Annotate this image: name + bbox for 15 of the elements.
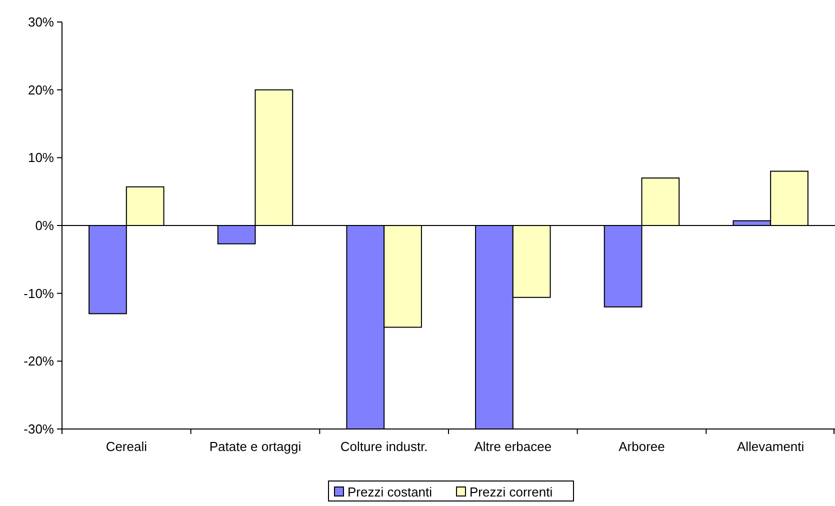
x-tick-label: Colture industr. [340,439,428,454]
y-tick-label: -10% [24,286,54,301]
x-tick-label: Arboree [618,439,665,454]
x-tick-label: Cereali [106,439,148,454]
y-tick-label: 20% [28,82,54,98]
y-tick-label: 30% [28,14,54,30]
y-tick-label: -30% [24,422,54,437]
legend-label: Prezzi correnti [470,484,553,500]
x-tick-label: Patate e ortaggi [209,439,302,454]
y-tick-label: 10% [28,150,54,166]
x-tick-label: Allevamenti [736,439,804,454]
x-tick-label: Altre erbacee [474,439,552,454]
y-tick-label: -20% [24,354,54,369]
y-tick-label: 0% [35,218,54,234]
legend-label: Prezzi costanti [348,484,432,500]
